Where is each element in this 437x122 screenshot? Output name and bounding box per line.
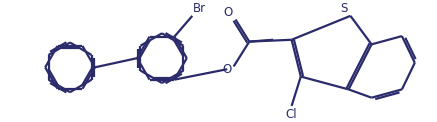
Text: Cl: Cl	[286, 108, 298, 121]
Text: O: O	[223, 6, 233, 19]
Text: Br: Br	[193, 2, 206, 15]
Text: S: S	[340, 2, 348, 15]
Text: O: O	[222, 63, 232, 76]
